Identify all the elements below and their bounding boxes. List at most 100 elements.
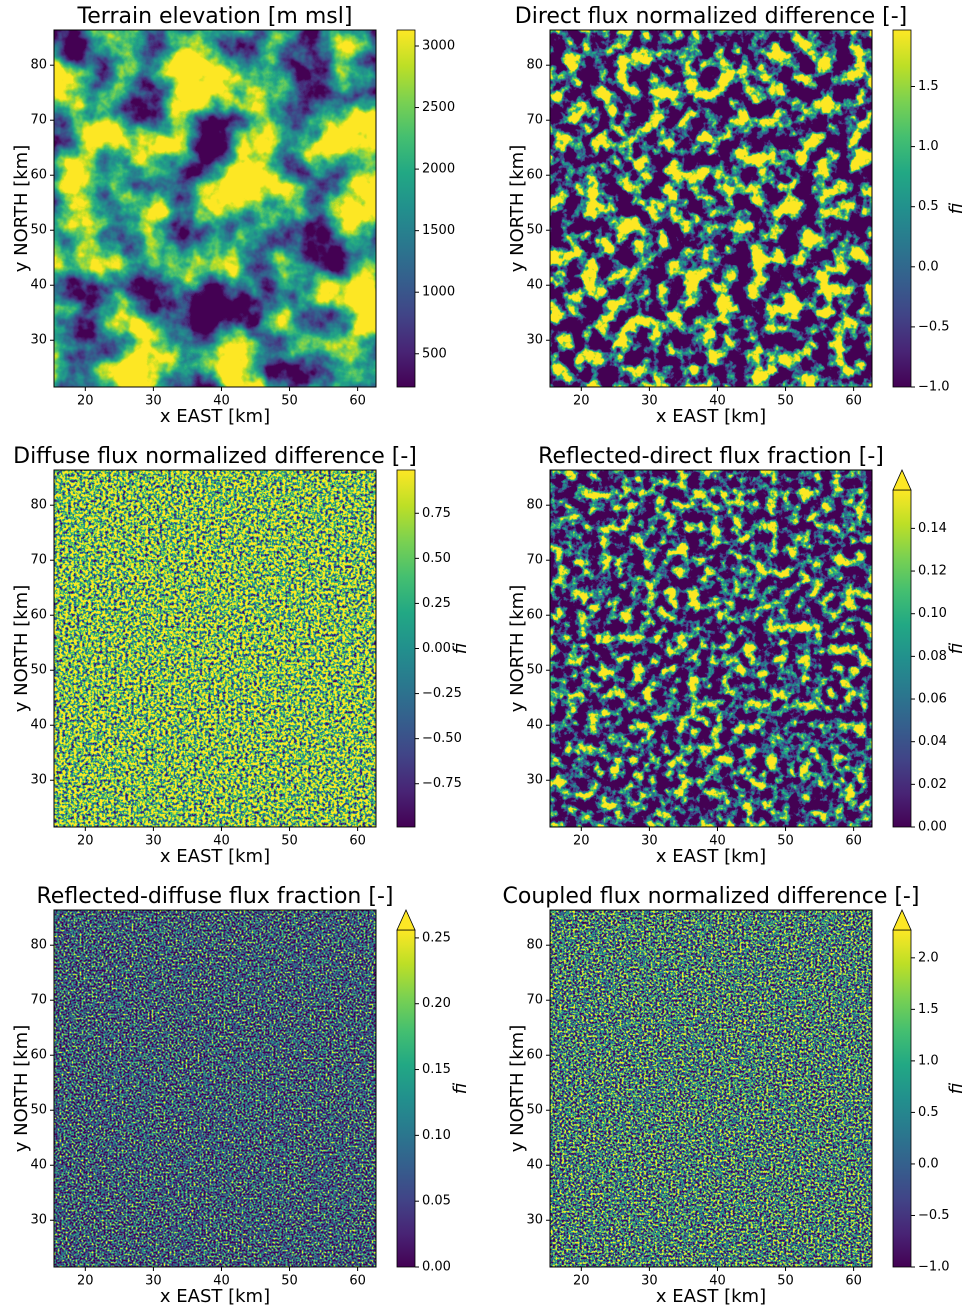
x-tick-label: 60: [349, 394, 366, 409]
x-tick-label: 60: [845, 1274, 862, 1289]
axes-frame: [53, 469, 377, 828]
y-tick-label: 50: [526, 663, 543, 678]
y-tick-label: 40: [30, 278, 47, 293]
y-tick-label: 80: [30, 498, 47, 513]
y-tick-label: 50: [30, 1103, 47, 1118]
y-tick-label: 70: [30, 113, 47, 128]
colorbar-tick-label: 0.15: [422, 1062, 451, 1077]
colorbar-tick-label: 0.25: [422, 930, 451, 945]
x-tick-label: 50: [281, 394, 298, 409]
y-tick-label: 30: [30, 333, 47, 348]
x-axis-label: x EAST [km]: [656, 406, 766, 427]
colorbar: [892, 929, 912, 1268]
colorbar-tick-label: 0.04: [918, 734, 947, 749]
colorbar-tick-label: 0.12: [918, 564, 947, 579]
x-tick-label: 20: [77, 834, 94, 849]
y-tick-label: 30: [30, 773, 47, 788]
colorbar-label: fi: [450, 1082, 471, 1094]
chart-title: Diffuse flux normalized difference [-]: [13, 444, 417, 469]
x-tick-label: 20: [573, 1274, 590, 1289]
chart-title: Reflected-direct flux fraction [-]: [538, 444, 884, 469]
y-tick-label: 70: [30, 553, 47, 568]
colorbar-tick-label: 1.5: [918, 79, 939, 94]
colorbar-tick-label: 2000: [422, 162, 455, 177]
x-axis-label: x EAST [km]: [160, 1286, 270, 1307]
colorbar-tick-label: 0.00: [422, 641, 451, 656]
x-tick-label: 40: [709, 394, 726, 409]
x-tick-label: 20: [573, 394, 590, 409]
colorbar-tick-label: −0.75: [422, 776, 462, 791]
colorbar-tick-label: 0.0: [918, 259, 939, 274]
axes-frame: [53, 29, 377, 388]
x-tick-label: 60: [349, 1274, 366, 1289]
colorbar-tick-label: 1.5: [918, 1002, 939, 1017]
colorbar-tick-label: 0.5: [918, 1105, 939, 1120]
heatmap-image: [54, 30, 376, 387]
x-tick-label: 60: [845, 394, 862, 409]
x-tick-label: 40: [709, 1274, 726, 1289]
y-tick-label: 40: [526, 1158, 543, 1173]
x-tick-label: 50: [777, 1274, 794, 1289]
heatmap-image: [550, 470, 872, 827]
y-tick-label: 80: [526, 938, 543, 953]
axes-frame: [53, 909, 377, 1268]
axes-frame: [549, 469, 873, 828]
y-tick-label: 70: [526, 113, 543, 128]
x-tick-label: 30: [145, 1274, 162, 1289]
y-tick-label: 30: [30, 1213, 47, 1228]
y-tick-label: 70: [526, 553, 543, 568]
x-tick-label: 50: [281, 1274, 298, 1289]
colorbar-tick-label: 0.75: [422, 506, 451, 521]
x-axis-label: x EAST [km]: [160, 406, 270, 427]
colorbar-tick-label: 0.14: [918, 521, 947, 536]
y-tick-label: 50: [30, 663, 47, 678]
y-tick-label: 50: [526, 223, 543, 238]
y-tick-label: 50: [526, 1103, 543, 1118]
x-axis-label: x EAST [km]: [160, 846, 270, 867]
y-tick-label: 70: [30, 993, 47, 1008]
colorbar-tick-label: 0.08: [918, 649, 947, 664]
x-tick-label: 60: [845, 834, 862, 849]
colorbar-tick-label: 0.00: [918, 820, 947, 835]
y-tick-label: 80: [526, 498, 543, 513]
y-tick-label: 80: [526, 58, 543, 73]
y-axis-label: y NORTH [km]: [11, 145, 32, 272]
chart-title: Reflected-diffuse flux fraction [-]: [37, 884, 394, 909]
x-tick-label: 50: [777, 394, 794, 409]
colorbar-tick-label: 0.06: [918, 692, 947, 707]
x-tick-label: 40: [213, 834, 230, 849]
y-tick-label: 40: [526, 278, 543, 293]
colorbar-label: fi: [946, 202, 967, 214]
x-tick-label: 40: [213, 1274, 230, 1289]
y-tick-label: 30: [526, 773, 543, 788]
colorbar-tick-label: 0.20: [422, 996, 451, 1011]
y-tick-label: 40: [30, 1158, 47, 1173]
colorbar-extend: [892, 469, 912, 491]
colorbar-tick-label: 1000: [422, 285, 455, 300]
x-tick-label: 30: [641, 834, 658, 849]
colorbar-tick-label: −0.5: [918, 319, 950, 334]
y-tick-label: 80: [30, 938, 47, 953]
y-axis-label: y NORTH [km]: [11, 585, 32, 712]
colorbar-tick-label: −0.5: [918, 1208, 950, 1223]
y-axis-label: y NORTH [km]: [11, 1025, 32, 1152]
heatmap-image: [54, 910, 376, 1267]
colorbar-tick-label: 0.02: [918, 777, 947, 792]
x-axis-label: x EAST [km]: [656, 1286, 766, 1307]
colorbar: [892, 29, 912, 388]
y-tick-label: 60: [526, 1048, 543, 1063]
colorbar: [892, 489, 912, 828]
colorbar-label: fi: [450, 642, 471, 654]
x-tick-label: 30: [145, 834, 162, 849]
colorbar-tick-label: 3000: [422, 39, 455, 54]
y-tick-label: 50: [30, 223, 47, 238]
y-axis-label: y NORTH [km]: [507, 145, 528, 272]
heatmap-image: [550, 910, 872, 1267]
x-tick-label: 20: [573, 834, 590, 849]
y-axis-label: y NORTH [km]: [507, 585, 528, 712]
colorbar-extend: [396, 909, 416, 931]
x-tick-label: 20: [77, 394, 94, 409]
x-tick-label: 30: [641, 394, 658, 409]
colorbar-tick-label: 1.0: [918, 139, 939, 154]
y-tick-label: 60: [30, 1048, 47, 1063]
